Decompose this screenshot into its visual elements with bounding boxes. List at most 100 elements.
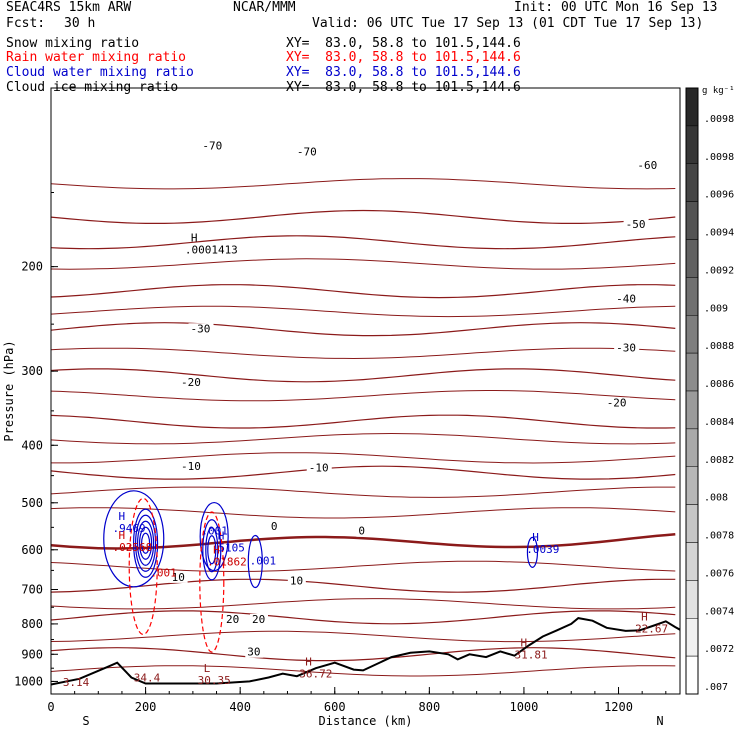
colorbar-segment bbox=[685, 239, 699, 278]
isotherm-label: 0 bbox=[358, 525, 365, 538]
cloud-water-contour bbox=[247, 534, 263, 589]
extremum-marker: H bbox=[641, 610, 648, 623]
isotherm-line bbox=[51, 598, 676, 610]
x-tick-label: 800 bbox=[419, 700, 441, 714]
extremum-marker: H bbox=[305, 656, 312, 669]
y-tick-label: 300 bbox=[21, 364, 43, 378]
y-tick-label: 1000 bbox=[14, 674, 43, 688]
extremum-value: 34.4 bbox=[134, 671, 161, 684]
colorbar-segment bbox=[685, 390, 699, 430]
isotherm-label-bg bbox=[356, 525, 368, 537]
extremum-marker: H bbox=[118, 510, 125, 523]
isotherm-line bbox=[51, 414, 676, 429]
colorbar-label: .0094 bbox=[704, 228, 734, 239]
extremum-marker: H bbox=[218, 529, 225, 542]
field-snow-name: Snow mixing ratio bbox=[6, 36, 140, 51]
isotherm-line bbox=[51, 432, 676, 445]
isotherm-label-bg bbox=[179, 377, 205, 389]
colorbar-segment bbox=[685, 163, 699, 202]
colorbar-segment bbox=[685, 542, 699, 581]
cloud-water-contour bbox=[132, 508, 159, 578]
isotherm-label-bg bbox=[268, 521, 280, 533]
organization-label: NCAR/MMM bbox=[233, 0, 296, 15]
isotherm-line bbox=[51, 390, 676, 402]
colorbar-segment bbox=[685, 277, 699, 316]
isotherm-label-bg bbox=[249, 613, 268, 625]
isotherm-line bbox=[51, 465, 676, 480]
rain-water-contour bbox=[199, 511, 225, 653]
isotherm-label: 10 bbox=[172, 571, 185, 584]
extremum-value: .5105 bbox=[212, 541, 245, 554]
right-endpoint-label: N bbox=[656, 714, 663, 728]
isotherm-label-bg bbox=[223, 613, 242, 625]
plot-area: -70 -70 -60 -50 -40 -30 -30 -20 -20 -10 -10 0 0 10 10 2… bbox=[51, 140, 680, 689]
contour-label: .001 bbox=[201, 524, 228, 537]
valid-time: Valid: 06 UTC Tue 17 Sep 13 (01 CDT Tue … bbox=[312, 16, 704, 31]
isotherm-line bbox=[51, 630, 676, 643]
isotherm-line bbox=[51, 368, 676, 383]
extremum-value: .01862 bbox=[207, 556, 247, 569]
isotherm-label: -30 bbox=[616, 342, 636, 355]
isotherm-line bbox=[51, 258, 676, 270]
cloud-water-contour bbox=[202, 519, 222, 581]
field-cloudwater-name: Cloud water mixing ratio bbox=[6, 65, 194, 80]
contour-label: .001 bbox=[150, 566, 177, 579]
colorbar-segment bbox=[685, 466, 699, 505]
cloud-water-contour bbox=[140, 532, 151, 554]
isotherm-label: 10 bbox=[290, 575, 303, 588]
isotherm-label-bg bbox=[604, 397, 630, 409]
cloud-water-contour bbox=[103, 490, 165, 588]
y-tick-label: 500 bbox=[21, 496, 43, 510]
isotherm-label: -70 bbox=[297, 146, 317, 159]
isotherm-label-bg bbox=[306, 462, 332, 474]
colorbar-label: .0092 bbox=[704, 265, 734, 276]
isotherm-line bbox=[51, 560, 676, 572]
x-axis-label: Distance (km) bbox=[319, 714, 413, 728]
y-tick-label: 700 bbox=[21, 583, 43, 597]
contour-label: .001 bbox=[250, 554, 277, 567]
extremum-marker: H bbox=[532, 531, 539, 544]
cloud-water-contour bbox=[526, 536, 539, 568]
isotherm-line bbox=[51, 665, 676, 677]
isotherm-label: -20 bbox=[181, 376, 201, 389]
forecast-label: Fcst: bbox=[6, 16, 46, 31]
y-tick-label: 800 bbox=[21, 617, 43, 631]
init-time: Init: 00 UTC Mon 16 Sep 13 bbox=[514, 0, 718, 15]
isotherm-line bbox=[51, 507, 676, 519]
isotherm-label: 0 bbox=[271, 520, 278, 533]
isotherm-label-bg bbox=[188, 323, 214, 335]
isotherm-label: -20 bbox=[607, 396, 627, 409]
x-tick-label: 600 bbox=[324, 700, 346, 714]
isotherm-label-bg bbox=[169, 571, 188, 583]
cloud-water-contour bbox=[205, 527, 219, 573]
colorbar-label: .0078 bbox=[704, 531, 734, 542]
colorbar-label: .0074 bbox=[704, 606, 734, 617]
plot-frame bbox=[50, 87, 681, 695]
isotherm-label: -50 bbox=[626, 218, 646, 231]
extremum-value: 3.14 bbox=[63, 676, 90, 689]
isotherm-label-bg bbox=[245, 646, 264, 658]
field-rain-xy: XY= 83.0, 58.8 to 101.5,144.6 bbox=[286, 50, 521, 65]
field-cloudwater-xy: XY= 83.0, 58.8 to 101.5,144.6 bbox=[286, 65, 521, 80]
colorbar-label: .0086 bbox=[704, 379, 734, 390]
colorbar-segment bbox=[685, 125, 699, 164]
isotherm-line bbox=[51, 235, 676, 250]
field-snow-xy: XY= 83.0, 58.8 to 101.5,144.6 bbox=[286, 36, 521, 51]
colorbar-label: .009 bbox=[704, 303, 728, 314]
isotherm-line bbox=[51, 284, 676, 299]
colorbar-label: .008 bbox=[704, 493, 728, 504]
isotherm-line bbox=[51, 647, 676, 662]
isotherm-label: -10 bbox=[309, 462, 329, 475]
extremum-marker: H bbox=[118, 529, 125, 542]
left-endpoint-label: S bbox=[82, 714, 89, 728]
isotherm-label: 20 bbox=[252, 613, 265, 626]
isotherm-line bbox=[51, 452, 676, 464]
isotherm-line bbox=[51, 347, 676, 360]
isotherm-line bbox=[51, 578, 676, 593]
colorbar-segment bbox=[685, 428, 699, 467]
forecast-hours: 30 h bbox=[64, 16, 96, 31]
isotherm-label-bg bbox=[614, 293, 640, 305]
isotherm-label-bg bbox=[623, 218, 649, 230]
isotherm-label: -70 bbox=[202, 140, 222, 153]
